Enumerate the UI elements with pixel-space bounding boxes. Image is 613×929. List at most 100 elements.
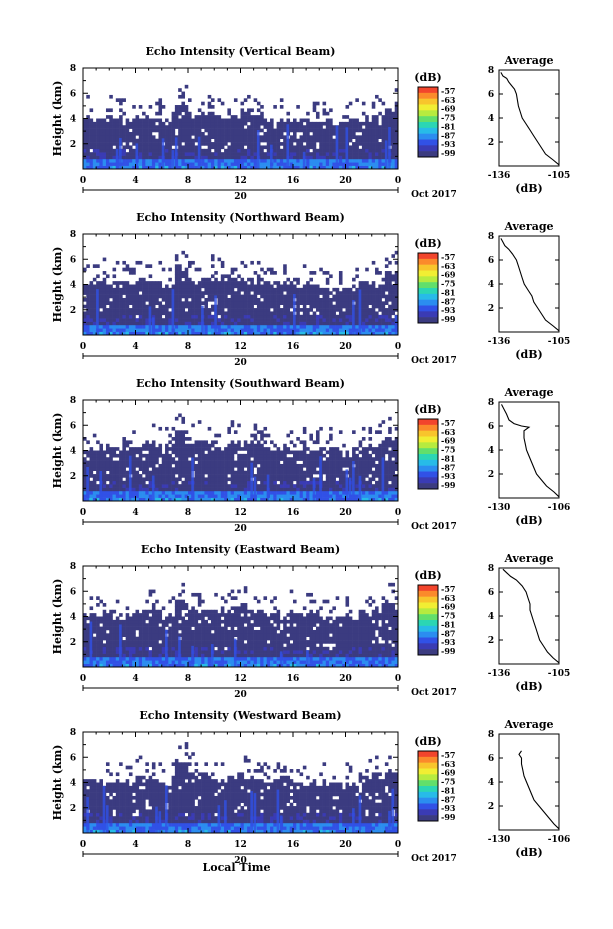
heatmap-cell (115, 474, 120, 478)
heatmap-cell (188, 162, 192, 166)
heatmap-cell (279, 328, 284, 332)
heatmap-cell (296, 494, 300, 498)
heatmap-cell (102, 477, 107, 482)
heatmap-cell (375, 142, 379, 146)
heatmap-cell (240, 311, 245, 316)
heatmap-streak (384, 140, 388, 169)
heatmap-cell (119, 453, 123, 458)
heatmap-streak (335, 125, 339, 169)
heatmap-cell (158, 484, 163, 488)
heatmap-cell (168, 301, 172, 305)
heatmap-cell (145, 121, 149, 126)
heatmap-cell (378, 331, 382, 336)
heatmap-cell (165, 450, 169, 455)
heatmap-cell (283, 467, 287, 471)
heatmap-cell (155, 297, 159, 302)
heatmap-cell (201, 101, 205, 106)
heatmap-cell (86, 318, 90, 322)
heatmap-cell (283, 470, 287, 475)
heatmap-cell (194, 165, 199, 170)
heatmap-cell (230, 138, 235, 143)
heatmap-cell (112, 274, 117, 279)
heatmap-cell (178, 487, 182, 492)
heatmap-cell (273, 281, 277, 285)
heatmap-cell (286, 314, 291, 319)
heatmap-cell (214, 463, 218, 468)
heatmap-cell (355, 460, 359, 465)
heatmap-cell (283, 165, 287, 170)
heatmap-cell (178, 450, 182, 455)
heatmap-cell (348, 138, 353, 143)
heatmap-cell (128, 131, 133, 136)
heatmap-cell (119, 324, 123, 329)
heatmap-cell (338, 487, 343, 492)
heatmap-cell (132, 477, 136, 482)
heatmap-cell (151, 423, 156, 428)
heatmap-cell (296, 497, 300, 502)
heatmap-cell (142, 490, 146, 495)
y-tick-label: 8 (70, 64, 76, 74)
heatmap-cell (388, 467, 392, 471)
heatmap-cell (102, 457, 107, 461)
heatmap-cell (289, 158, 294, 163)
heatmap-cell (394, 480, 399, 485)
heatmap-cell (83, 477, 87, 482)
heatmap-cell (148, 131, 153, 136)
heatmap-cell (279, 463, 284, 468)
heatmap-cell (83, 118, 87, 123)
heatmap-cell (365, 148, 369, 153)
heatmap-cell (348, 152, 353, 156)
heatmap-cell (204, 318, 208, 322)
heatmap-cell (345, 311, 350, 316)
heatmap-cell (276, 477, 281, 482)
heatmap-cell (243, 460, 248, 465)
heatmap-cell (125, 287, 130, 292)
heatmap-cell (394, 152, 399, 156)
heatmap-cell (171, 450, 176, 455)
heatmap-cell (388, 121, 392, 126)
heatmap-cell (112, 128, 117, 133)
heatmap-cell (178, 297, 182, 302)
heatmap-cell (266, 311, 271, 316)
heatmap-cell (178, 463, 182, 468)
heatmap-cell (394, 457, 399, 461)
heatmap-cell (207, 447, 212, 451)
heatmap-cell (112, 301, 117, 305)
heatmap-cell (132, 474, 136, 478)
heatmap-cell (283, 304, 287, 309)
heatmap-cell (99, 284, 103, 289)
heatmap-cell (352, 155, 356, 160)
heatmap-cell (250, 145, 254, 150)
heatmap-cell (263, 155, 268, 160)
heatmap-cell (345, 318, 350, 322)
heatmap-cell (348, 121, 353, 126)
heatmap-cell (204, 480, 208, 485)
heatmap-cell (233, 470, 238, 475)
heatmap-cell (105, 274, 110, 279)
heatmap-cell (247, 443, 251, 448)
heatmap-cell (335, 460, 340, 465)
heatmap-cell (315, 111, 320, 116)
heatmap-cell (361, 158, 366, 163)
heatmap-cell (240, 463, 245, 468)
heatmap-cell (122, 152, 126, 156)
heatmap-cell (325, 111, 330, 116)
colorbar-tick-label: -81 (441, 121, 455, 131)
heatmap-cell (115, 142, 120, 146)
heatmap-cell (293, 453, 297, 458)
heatmap-cell (188, 142, 192, 146)
heatmap-cell (132, 487, 136, 492)
heatmap-cell (273, 324, 277, 329)
heatmap-cell (325, 494, 330, 498)
heatmap-cell (201, 460, 205, 465)
heatmap-cell (168, 480, 172, 485)
heatmap-cell (132, 301, 136, 305)
heatmap-cell (266, 281, 271, 285)
heatmap-cell (115, 128, 120, 133)
heatmap-cell (155, 162, 159, 166)
heatmap-cell (191, 165, 195, 170)
heatmap-cell (361, 135, 366, 139)
heatmap-cell (178, 484, 182, 488)
heatmap-cell (253, 474, 258, 478)
heatmap-cell (283, 328, 287, 332)
